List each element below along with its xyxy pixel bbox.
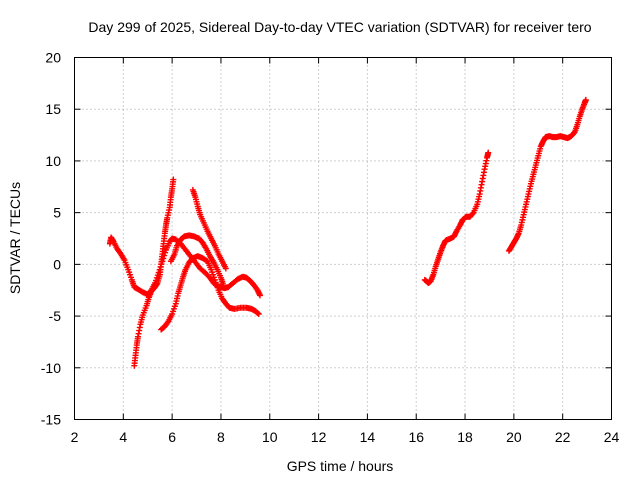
x-tick-label: 8 [217, 429, 225, 445]
plot-frame [74, 57, 612, 420]
data-point [257, 292, 264, 299]
data-point [469, 210, 476, 217]
series-track-2 [131, 176, 177, 369]
x-tick-label: 6 [168, 429, 176, 445]
data-point [255, 311, 262, 318]
y-tick-label: 0 [53, 256, 61, 272]
chart-title: Day 299 of 2025, Sidereal Day-to-day VTE… [88, 19, 591, 35]
x-tick-label: 18 [457, 429, 473, 445]
y-tick-label: 15 [45, 101, 61, 117]
data-points [106, 96, 589, 369]
x-tick-labels: 2 4 6 8 10 12 14 16 18 20 22 24 [71, 429, 620, 445]
data-point [582, 96, 589, 103]
x-axis-title: GPS time / hours [287, 458, 394, 474]
axis-ticks [74, 57, 612, 420]
data-point [170, 176, 177, 183]
x-tick-label: 16 [408, 429, 424, 445]
y-tick-label: -15 [41, 412, 61, 428]
x-tick-label: 12 [311, 429, 327, 445]
x-tick-label: 4 [119, 429, 127, 445]
x-tick-label: 14 [360, 429, 376, 445]
series-track-5 [189, 186, 229, 272]
data-point [220, 282, 227, 289]
y-tick-label: 5 [53, 205, 61, 221]
data-point [222, 265, 229, 272]
x-tick-label: 22 [555, 429, 571, 445]
series-track-6 [421, 149, 492, 286]
y-tick-label: 10 [45, 153, 61, 169]
y-tick-label: -5 [49, 308, 62, 324]
data-point [254, 310, 261, 317]
series-track-3 [158, 253, 262, 333]
data-point [485, 149, 492, 156]
y-tick-label: -10 [41, 360, 61, 376]
x-tick-label: 24 [604, 429, 620, 445]
grid-lines [74, 57, 612, 420]
series-track-7 [505, 96, 589, 254]
x-tick-label: 10 [262, 429, 278, 445]
y-tick-labels: 20 15 10 5 0 -5 -10 -15 [41, 50, 61, 428]
data-point [164, 319, 171, 326]
series-track-4 [167, 232, 227, 289]
y-axis-title: SDTVAR / TECUs [7, 182, 23, 294]
x-tick-label: 20 [506, 429, 522, 445]
x-tick-label: 2 [71, 429, 79, 445]
y-tick-label: 20 [45, 50, 61, 66]
